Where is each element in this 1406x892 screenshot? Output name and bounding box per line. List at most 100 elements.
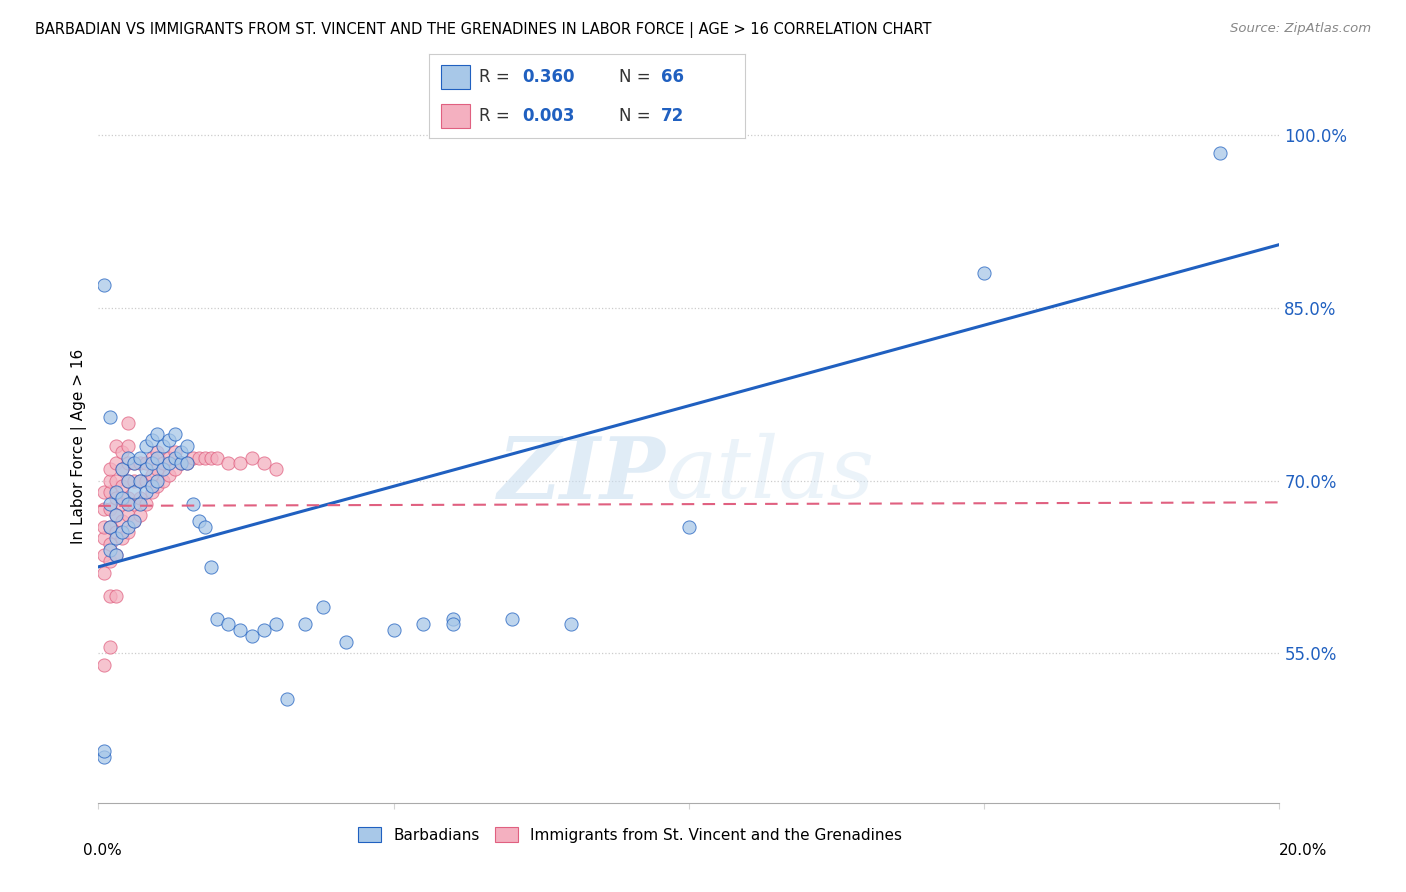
Point (253, 456, 276, 470)
Point (294, 617, 316, 632)
Point (441, 617, 464, 632)
Point (105, 549, 128, 563)
Point (122, 456, 145, 470)
Point (157, 456, 180, 470)
Point (117, 497, 139, 511)
Point (240, 629, 263, 643)
Point (122, 485, 145, 500)
Point (93, 485, 115, 500)
Point (105, 525, 128, 540)
Point (122, 497, 145, 511)
Point (157, 467, 180, 482)
Point (146, 450, 169, 465)
Text: Source: ZipAtlas.com: Source: ZipAtlas.com (1230, 22, 1371, 36)
Point (122, 514, 145, 528)
Point (200, 450, 222, 465)
Point (135, 474, 157, 488)
Text: BARBADIAN VS IMMIGRANTS FROM ST. VINCENT AND THE GRENADINES IN LABOR FORCE | AGE: BARBADIAN VS IMMIGRANTS FROM ST. VINCENT… (35, 22, 932, 38)
Point (111, 514, 134, 528)
Point (117, 456, 139, 470)
Point (111, 462, 134, 476)
Point (176, 439, 198, 453)
Text: R =: R = (479, 107, 516, 125)
Text: ZIP: ZIP (498, 433, 665, 516)
Point (181, 497, 204, 511)
Point (412, 617, 434, 632)
Point (98, 502, 121, 516)
Point (146, 479, 169, 493)
Point (93, 749, 115, 764)
Point (105, 456, 128, 470)
Point (501, 612, 523, 626)
Point (135, 462, 157, 476)
Text: 0.0%: 0.0% (83, 843, 122, 858)
Text: 20.0%: 20.0% (1279, 843, 1327, 858)
Point (157, 450, 180, 465)
Text: 0.003: 0.003 (522, 107, 575, 125)
Point (141, 456, 163, 470)
Point (117, 491, 139, 505)
Point (98, 519, 121, 533)
Point (111, 525, 134, 540)
Point (105, 439, 128, 453)
Point (135, 439, 157, 453)
Point (205, 612, 228, 626)
Point (441, 612, 464, 626)
Text: 0.360: 0.360 (522, 69, 575, 87)
Point (128, 456, 150, 470)
Point (170, 456, 193, 470)
Point (98, 410, 121, 425)
Point (560, 617, 582, 632)
Point (93, 566, 115, 580)
Point (93, 549, 115, 563)
Point (678, 519, 700, 533)
Point (105, 589, 128, 603)
Text: 66: 66 (661, 69, 685, 87)
Point (128, 474, 150, 488)
Bar (441, 104, 470, 128)
Point (152, 462, 174, 476)
Point (111, 462, 134, 476)
Point (146, 474, 169, 488)
Point (240, 450, 263, 465)
Point (93, 657, 115, 672)
Point (152, 439, 174, 453)
Point (312, 600, 335, 615)
Point (165, 427, 187, 442)
Point (135, 485, 157, 500)
Point (382, 623, 405, 637)
Point (111, 444, 134, 458)
Point (135, 497, 157, 511)
Point (105, 549, 128, 563)
Point (122, 514, 145, 528)
Point (176, 456, 198, 470)
Point (264, 462, 287, 476)
Text: N =: N = (619, 69, 655, 87)
Point (229, 623, 252, 637)
Point (117, 508, 139, 522)
Point (105, 491, 128, 505)
Bar (441, 65, 470, 89)
Point (93, 277, 115, 292)
Point (111, 497, 134, 511)
Point (117, 450, 139, 465)
Point (128, 497, 150, 511)
Point (165, 444, 187, 458)
Point (152, 456, 174, 470)
Point (187, 450, 209, 465)
Point (98, 497, 121, 511)
Point (105, 485, 128, 500)
Point (165, 450, 187, 465)
Point (141, 485, 163, 500)
Point (217, 456, 239, 470)
Point (117, 416, 139, 430)
Point (93, 502, 115, 516)
Point (335, 634, 357, 648)
Point (146, 427, 169, 442)
Point (105, 508, 128, 522)
Point (170, 456, 193, 470)
Point (170, 444, 193, 458)
Point (181, 450, 204, 465)
Point (205, 450, 228, 465)
Legend: Barbadians, Immigrants from St. Vincent and the Grenadines: Barbadians, Immigrants from St. Vincent … (352, 821, 908, 848)
